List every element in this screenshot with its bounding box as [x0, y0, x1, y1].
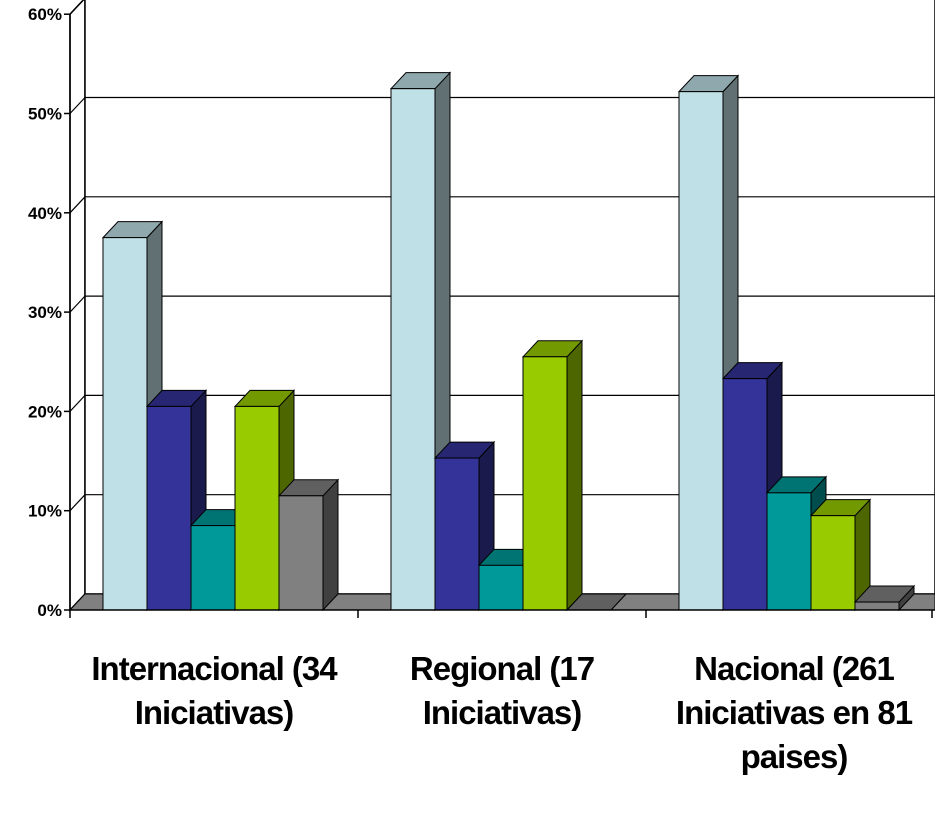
bar-front — [278, 495, 324, 611]
bar-front — [722, 378, 768, 611]
bar-front — [522, 356, 568, 611]
x-category-label: Regional (17 — [410, 650, 594, 687]
side-wall — [69, 0, 86, 612]
bar-front — [810, 515, 856, 611]
bar-side — [566, 339, 583, 612]
x-category-label: Iniciativas) — [135, 694, 294, 731]
gridline-side — [69, 494, 86, 512]
y-tick-label: 50% — [28, 105, 62, 124]
y-tick-label: 40% — [28, 204, 62, 223]
y-tick-label: 30% — [28, 303, 62, 322]
bar-front — [854, 601, 900, 611]
bar-front — [234, 405, 280, 611]
bar-front — [766, 492, 812, 611]
bars — [101, 71, 916, 612]
bar — [853, 584, 916, 612]
bar — [277, 478, 340, 612]
y-tick-label: 20% — [28, 402, 62, 421]
bar-front — [146, 405, 192, 611]
x-category-label: Iniciativas en 81 — [676, 694, 913, 731]
gridline-side — [69, 97, 86, 114]
gridline-side — [69, 196, 86, 214]
bar-front — [102, 237, 148, 611]
x-category-label: Iniciativas) — [423, 694, 582, 731]
x-category-label: paises) — [741, 738, 848, 775]
gridline-side — [69, 295, 86, 313]
gridline-side — [69, 0, 85, 15]
x-category-label: Internacional (34 — [91, 650, 338, 687]
y-tick-label: 0% — [37, 601, 62, 620]
y-axis: 0% 10% 20% 30% 40% 50% 60% — [28, 5, 71, 620]
gridline-side — [69, 394, 86, 412]
y-tick-label: 60% — [28, 5, 62, 24]
bar-front — [190, 525, 236, 611]
y-tick-label: 10% — [28, 502, 62, 521]
x-category-label: Nacional (261 — [694, 650, 894, 687]
bar-front — [678, 91, 724, 611]
bar-front — [478, 564, 524, 611]
x-axis: Internacional (34 Iniciativas) Regional (1… — [69, 609, 935, 775]
bar-front — [390, 88, 436, 611]
bar — [809, 498, 872, 612]
bar-side — [322, 478, 339, 612]
bar-front — [434, 457, 480, 611]
bar — [521, 339, 584, 612]
